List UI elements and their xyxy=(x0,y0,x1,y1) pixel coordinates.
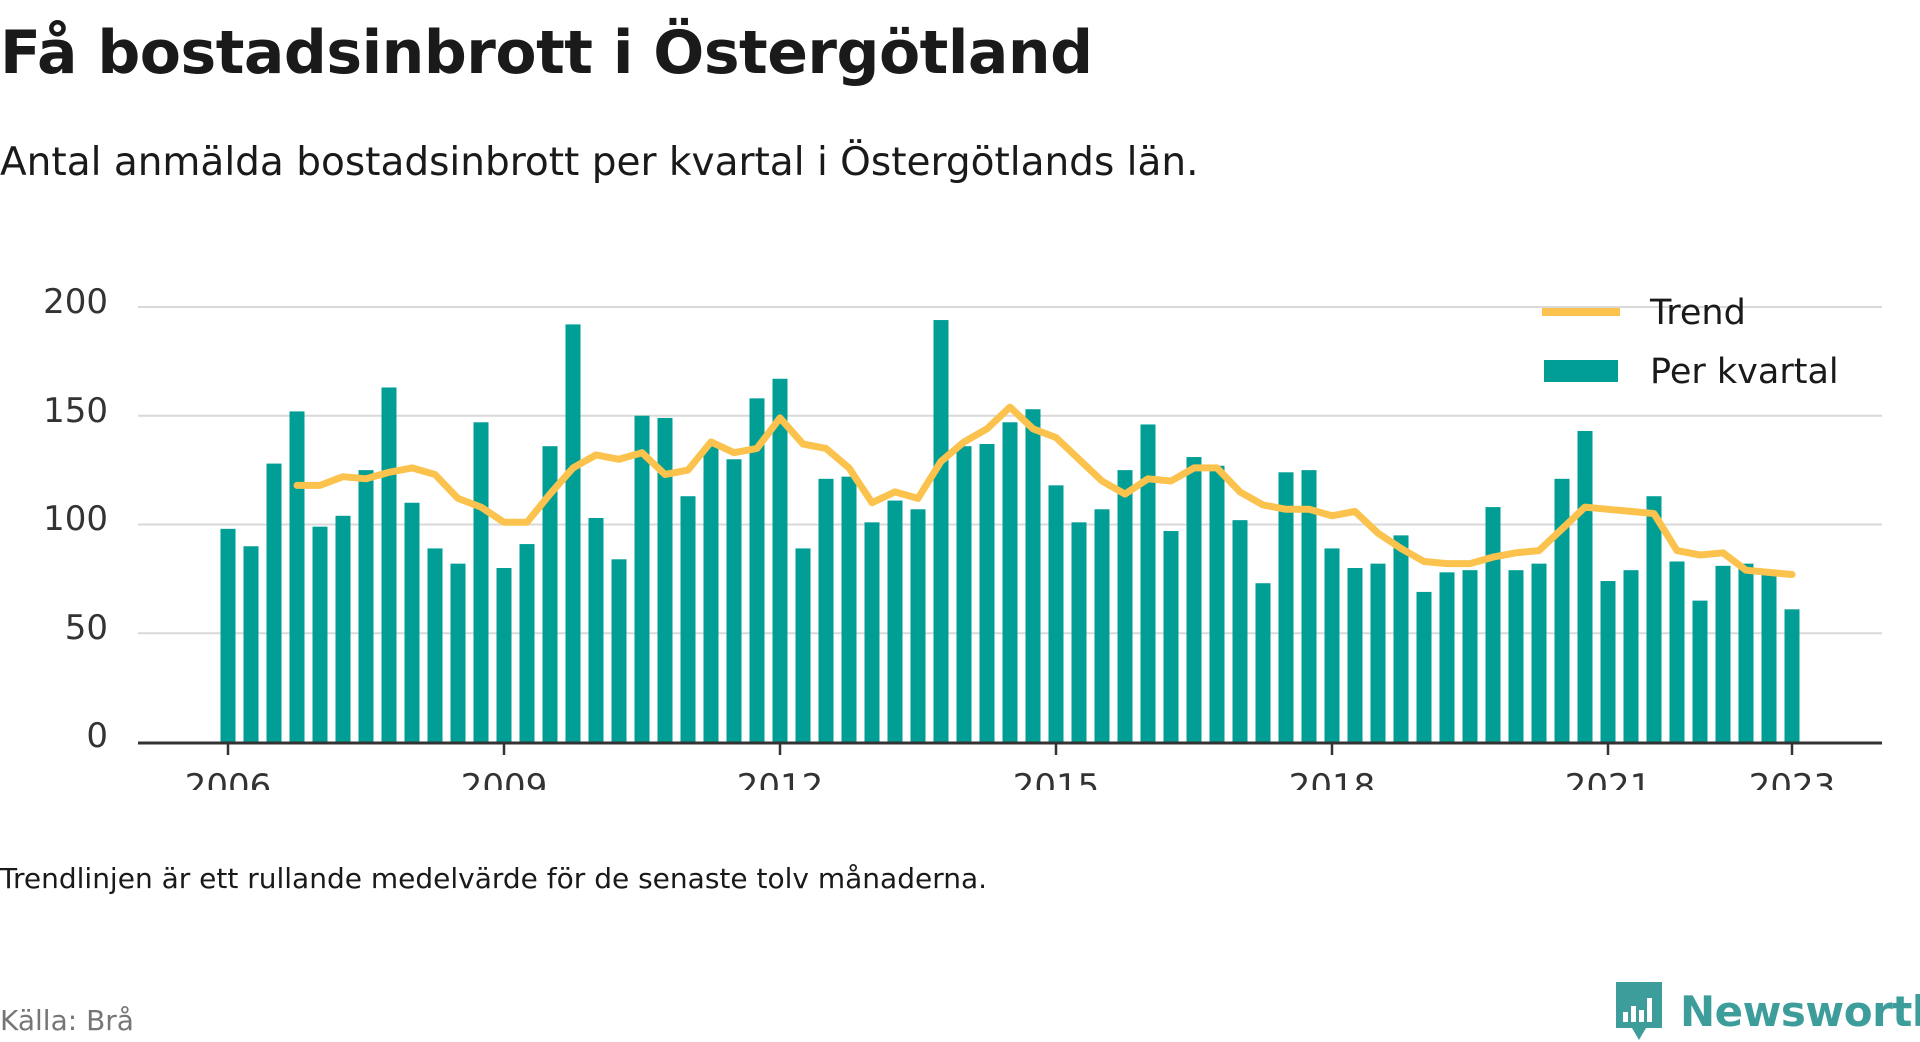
bar xyxy=(749,398,765,742)
bar xyxy=(611,559,627,742)
bar xyxy=(841,476,857,742)
bar xyxy=(1416,591,1432,742)
bar xyxy=(1715,565,1731,742)
bar xyxy=(312,526,328,742)
bar xyxy=(1255,583,1271,742)
x-axis xyxy=(138,741,1882,755)
bar xyxy=(1071,522,1087,742)
newsworthy-logo-icon xyxy=(1616,982,1662,1040)
bar xyxy=(1623,570,1639,742)
bar xyxy=(1117,470,1133,742)
bar xyxy=(634,415,650,742)
bar xyxy=(1163,531,1179,742)
brand-name: Newsworthy xyxy=(1680,986,1920,1036)
x-tick-label: 2021 xyxy=(1565,767,1652,790)
bar xyxy=(243,546,259,742)
bar xyxy=(519,544,535,742)
x-tick-label: 2018 xyxy=(1289,767,1376,790)
bar xyxy=(979,444,995,742)
y-tick-label: 50 xyxy=(65,608,108,648)
bar xyxy=(1646,496,1662,742)
bar xyxy=(1784,609,1800,742)
bar xyxy=(1485,507,1501,742)
bar xyxy=(1324,548,1340,742)
bar xyxy=(1048,485,1064,742)
bar xyxy=(1669,561,1685,742)
legend: Trend Per kvartal xyxy=(1542,293,1839,392)
y-axis-labels: 0 50 100 150 200 xyxy=(43,282,108,756)
bar xyxy=(726,459,742,742)
footnote: Trendlinjen är ett rullande medelvärde f… xyxy=(0,862,988,895)
source-label: Källa: Brå xyxy=(0,1004,134,1037)
bar xyxy=(864,522,880,742)
bar xyxy=(1577,430,1593,742)
bar xyxy=(1508,570,1524,742)
bar xyxy=(1600,581,1616,742)
bar xyxy=(450,563,466,742)
bar xyxy=(1301,470,1317,742)
bar xyxy=(933,320,949,742)
bar xyxy=(266,463,282,742)
bar xyxy=(1692,600,1708,742)
y-tick-label: 0 xyxy=(86,716,108,756)
bar xyxy=(542,446,558,742)
chart-title: Få bostadsinbrott i Östergötland xyxy=(0,18,1093,88)
bar xyxy=(427,548,443,742)
bar xyxy=(1002,422,1018,742)
x-tick-label: 2015 xyxy=(1013,767,1100,790)
bar xyxy=(910,509,926,742)
bar xyxy=(220,528,236,742)
newsworthy-brand[interactable]: Newsworthy xyxy=(1614,980,1920,1042)
legend-trend-label: Trend xyxy=(1649,293,1746,333)
y-tick-label: 100 xyxy=(43,499,108,539)
bar xyxy=(956,446,972,742)
bar-line-chart: 0 50 100 150 200 2006 2009 2012 2015 201… xyxy=(43,282,1882,790)
bar xyxy=(1738,563,1754,742)
bar xyxy=(588,517,604,742)
bar xyxy=(1347,568,1363,742)
bar xyxy=(1554,478,1570,742)
bar xyxy=(680,496,696,742)
bar xyxy=(1209,465,1225,742)
x-axis-labels: 2006 2009 2012 2015 2018 2021 2023 xyxy=(185,767,1836,790)
bar xyxy=(1439,572,1455,742)
bar xyxy=(358,470,374,742)
trend-series xyxy=(293,403,1796,578)
x-tick-label: 2012 xyxy=(737,767,824,790)
bar xyxy=(473,422,489,742)
bar xyxy=(818,478,834,742)
bar xyxy=(1462,570,1478,742)
bar xyxy=(1094,509,1110,742)
y-tick-label: 150 xyxy=(43,391,108,431)
bar xyxy=(1370,563,1386,742)
bar xyxy=(381,387,397,742)
bar xyxy=(1140,424,1156,742)
bar xyxy=(703,446,719,742)
bar xyxy=(289,411,305,742)
bar xyxy=(1232,520,1248,742)
bar xyxy=(772,378,788,742)
bar xyxy=(1761,570,1777,742)
bar xyxy=(404,502,420,742)
bar xyxy=(795,548,811,742)
bar xyxy=(887,500,903,742)
y-tick-label: 200 xyxy=(43,282,108,322)
bar xyxy=(1186,457,1202,742)
bar xyxy=(1531,563,1547,742)
bar xyxy=(565,324,581,742)
trend-line xyxy=(293,403,1796,578)
bar xyxy=(1278,472,1294,742)
chart-subtitle: Antal anmälda bostadsinbrott per kvartal… xyxy=(0,140,1199,185)
x-tick-label: 2006 xyxy=(185,767,272,790)
bar xyxy=(1025,409,1041,742)
bar xyxy=(496,568,512,742)
x-tick-label: 2009 xyxy=(461,767,548,790)
x-tick-label: 2023 xyxy=(1749,767,1836,790)
legend-bars-swatch xyxy=(1544,360,1618,382)
bar xyxy=(335,515,351,742)
bar xyxy=(657,417,673,742)
legend-bars-label: Per kvartal xyxy=(1650,352,1839,392)
bar xyxy=(1393,535,1409,742)
